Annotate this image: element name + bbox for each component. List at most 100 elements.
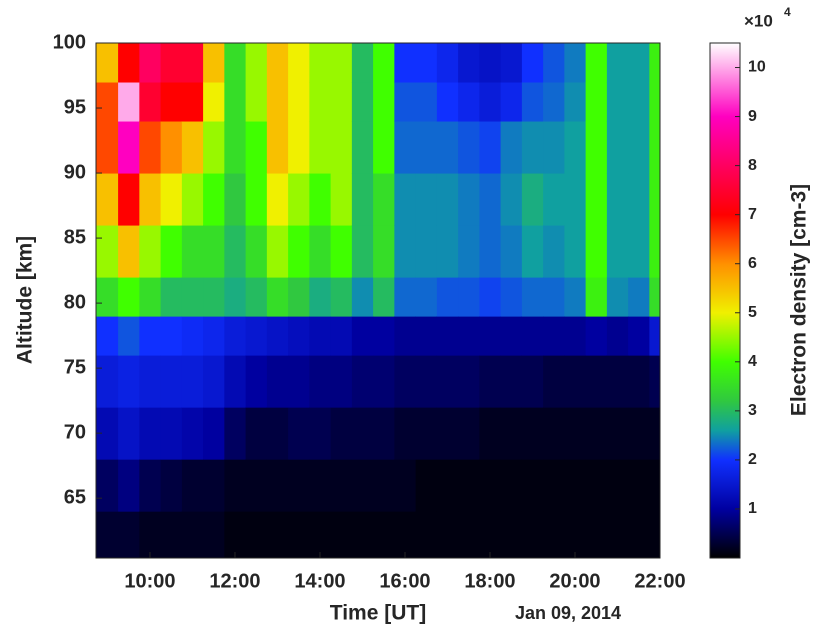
heatmap-cell (500, 121, 523, 174)
heatmap-cell (160, 407, 183, 460)
heatmap-cell (543, 82, 565, 122)
heatmap-cell (479, 459, 502, 512)
heatmap-cell (500, 459, 523, 512)
heatmap-cell (245, 355, 268, 408)
heatmap-cell (224, 173, 247, 226)
heatmap-cell (500, 355, 523, 408)
heatmap-cell (139, 173, 162, 226)
heatmap-cell (415, 225, 438, 278)
heatmap-cell (436, 43, 459, 83)
heatmap-cell (330, 459, 353, 512)
heatmap-cell (415, 316, 438, 356)
heatmap-cell (415, 82, 438, 122)
heatmap-cell (309, 225, 332, 278)
heatmap-cell (266, 121, 289, 174)
heatmap-cell (585, 225, 608, 278)
heatmap-cell (479, 82, 502, 122)
heatmap-cell (224, 225, 247, 278)
heatmap-cell (288, 121, 310, 174)
heatmap-cell (373, 121, 395, 174)
heatmap-cell (415, 459, 438, 512)
heatmap-cell (224, 121, 247, 174)
heatmap-cell (628, 82, 650, 122)
colorbar-exponent: 4 (784, 5, 791, 19)
heatmap-cell (415, 355, 438, 408)
heatmap-cell (436, 173, 459, 226)
heatmap-cell (649, 121, 661, 174)
heatmap-cell (649, 355, 661, 408)
heatmap-cell (436, 459, 459, 512)
heatmap-cell (330, 43, 353, 83)
heatmap-cell (203, 277, 225, 317)
colorbar-tick-label: 1 (748, 500, 757, 517)
heatmap-cell (564, 277, 587, 317)
heatmap-cell (309, 459, 332, 512)
heatmap-cell (521, 277, 544, 317)
heatmap-cell (245, 459, 268, 512)
heatmap-cell (203, 511, 225, 559)
heatmap-cell (224, 316, 247, 356)
heatmap-cell (288, 43, 310, 83)
heatmap-cell (521, 121, 544, 174)
heatmap-cell (288, 511, 310, 559)
heatmap-cell (181, 355, 204, 408)
heatmap-cell (351, 407, 374, 460)
heatmap-cell (458, 355, 480, 408)
heatmap-cell (564, 225, 587, 278)
heatmap-cell (458, 277, 480, 317)
heatmap-cell (606, 225, 629, 278)
heatmap-cell (266, 43, 289, 83)
heatmap-cell (373, 316, 395, 356)
heatmap-cell (139, 82, 162, 122)
heatmap-cell (96, 121, 119, 174)
heatmap-cell (606, 121, 629, 174)
heatmap-cell (181, 316, 204, 356)
heatmap-cell (606, 511, 629, 559)
heatmap-cell (649, 43, 661, 83)
heatmap-cell (96, 82, 119, 122)
heatmap-cell (458, 511, 480, 559)
y-tick-label: 65 (64, 486, 86, 508)
heatmap-cell (266, 459, 289, 512)
heatmap-cell (118, 82, 140, 122)
heatmap-cell (139, 43, 162, 83)
heatmap-cell (351, 43, 374, 83)
x-tick-label: 10:00 (124, 570, 175, 592)
heatmap-cell (224, 355, 247, 408)
heatmap-cell (628, 407, 650, 460)
heatmap-cell (628, 277, 650, 317)
heatmap-cell (118, 459, 140, 512)
heatmap-cell (96, 459, 119, 512)
heatmap-cell (543, 407, 565, 460)
heatmap-cell (266, 82, 289, 122)
heatmap-cell (266, 407, 289, 460)
heatmap-cell (330, 316, 353, 356)
heatmap-cell (564, 316, 587, 356)
heatmap-cell (351, 355, 374, 408)
heatmap-cell (458, 407, 480, 460)
heatmap-cell (224, 43, 247, 83)
heatmap-cell (521, 511, 544, 559)
heatmap-cell (415, 407, 438, 460)
heatmap-cell (543, 225, 565, 278)
heatmap-cell (96, 173, 119, 226)
heatmap-cell (543, 173, 565, 226)
heatmap-cell (96, 43, 119, 83)
heatmap-cell (649, 459, 661, 512)
x-tick-label: 20:00 (549, 570, 600, 592)
heatmap-cell (203, 225, 225, 278)
heatmap-cell (394, 511, 417, 559)
heatmap-cell (139, 459, 162, 512)
heatmap-cell (160, 316, 183, 356)
date-label: Jan 09, 2014 (515, 603, 621, 623)
heatmap-cell (585, 355, 608, 408)
heatmap-cell (628, 511, 650, 559)
heatmap-cell (394, 43, 417, 83)
heatmap-cell (394, 407, 417, 460)
heatmap-cell (330, 173, 353, 226)
heatmap-cell (160, 173, 183, 226)
heatmap-cell (330, 121, 353, 174)
heatmap-cell (479, 173, 502, 226)
heatmap-cell (139, 407, 162, 460)
